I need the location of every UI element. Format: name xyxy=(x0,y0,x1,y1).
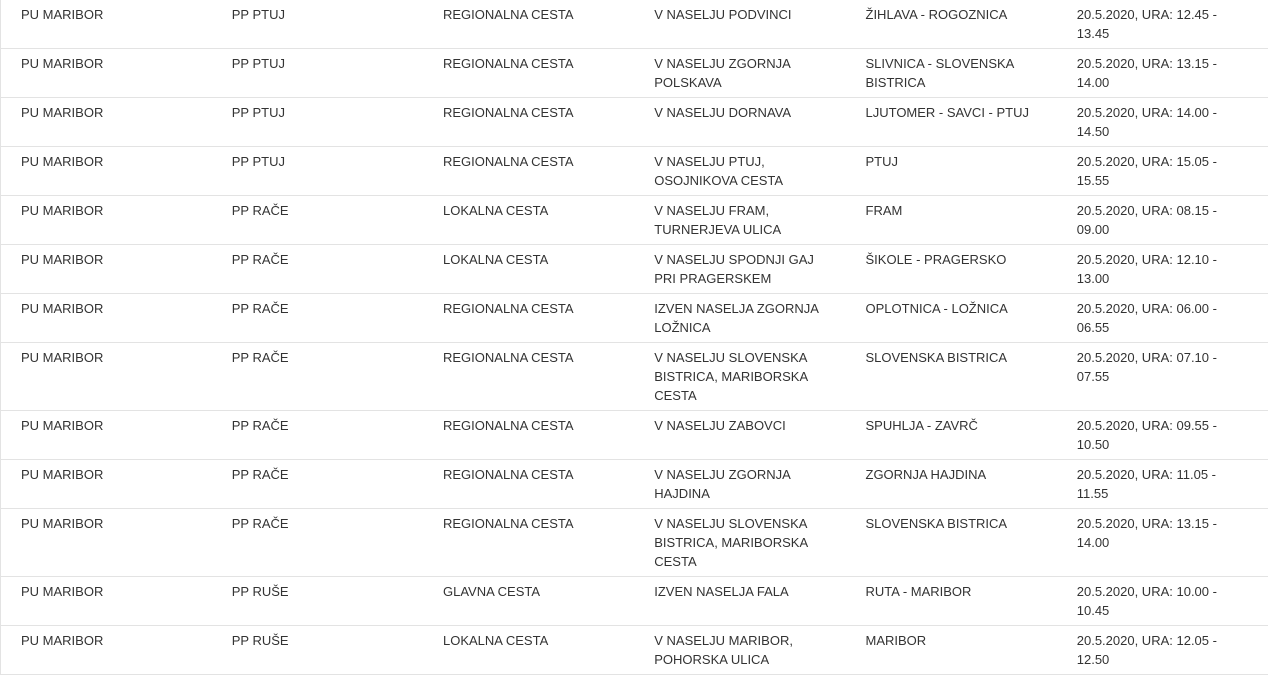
cell-road-type: REGIONALNA CESTA xyxy=(423,0,635,49)
cell-section: ŽIHLAVA - ROGOZNICA xyxy=(845,0,1057,49)
table-row: PU MARIBOR PP PTUJ REGIONALNA CESTA V NASEL… xyxy=(0,146,1268,196)
cell-police-directorate: PU MARIBOR xyxy=(0,576,212,626)
cell-location: V NASELJU PODVINCI xyxy=(634,0,846,49)
cell-police-directorate: PU MARIBOR xyxy=(0,625,212,675)
cell-road-type: REGIONALNA CESTA xyxy=(423,146,635,196)
cell-police-directorate: PU MARIBOR xyxy=(0,244,212,294)
cell-location: V NASELJU MARIBOR, POHORSKA ULICA xyxy=(634,625,846,675)
table-row: PU MARIBOR PP RAČE REGIONALNA CESTA V NASEL… xyxy=(0,342,1268,411)
cell-police-station: PP PTUJ xyxy=(211,97,423,147)
cell-police-station: PP RAČE xyxy=(211,459,423,509)
cell-road-type: LOKALNA CESTA xyxy=(423,244,635,294)
cell-police-station: PP RUŠE xyxy=(211,576,423,626)
cell-location: V NASELJU FRAM, TURNERJEVA ULICA xyxy=(634,195,846,245)
cell-police-directorate: PU MARIBOR xyxy=(0,508,212,577)
table-row: PU MARIBOR PP PTUJ REGIONALNA CESTA V NASEL… xyxy=(0,97,1268,147)
cell-police-directorate: PU MARIBOR xyxy=(0,48,212,98)
cell-date-time: 20.5.2020, URA: 11.05 - 11.55 xyxy=(1056,459,1268,509)
cell-date-time: 20.5.2020, URA: 14.00 - 14.50 xyxy=(1056,97,1268,147)
cell-date-time: 20.5.2020, URA: 10.00 - 10.45 xyxy=(1056,576,1268,626)
cell-road-type: GLAVNA CESTA xyxy=(423,576,635,626)
cell-police-directorate: PU MARIBOR xyxy=(0,410,212,460)
cell-police-station: PP RAČE xyxy=(211,244,423,294)
cell-section: LJUTOMER - SAVCI - PTUJ xyxy=(845,97,1057,147)
cell-section: OPLOTNICA - LOŽNICA xyxy=(845,293,1057,343)
cell-police-station: PP RAČE xyxy=(211,293,423,343)
cell-location: IZVEN NASELJA FALA xyxy=(634,576,846,626)
cell-date-time: 20.5.2020, URA: 12.05 - 12.50 xyxy=(1056,625,1268,675)
cell-location: V NASELJU SLOVENSKA BISTRICA, MARIBORSKA… xyxy=(634,508,846,577)
cell-police-station: PP RAČE xyxy=(211,410,423,460)
cell-location: V NASELJU ZGORNJA POLSKAVA xyxy=(634,48,846,98)
cell-police-station: PP RUŠE xyxy=(211,625,423,675)
cell-section: SLOVENSKA BISTRICA xyxy=(845,342,1057,411)
cell-road-type: LOKALNA CESTA xyxy=(423,625,635,675)
table-row: PU MARIBOR PP RAČE REGIONALNA CESTA IZVEN N… xyxy=(0,293,1268,343)
table-row: PU MARIBOR PP RAČE REGIONALNA CESTA V NASEL… xyxy=(0,459,1268,509)
cell-date-time: 20.5.2020, URA: 12.45 - 13.45 xyxy=(1056,0,1268,49)
cell-date-time: 20.5.2020, URA: 13.15 - 14.00 xyxy=(1056,48,1268,98)
cell-date-time: 20.5.2020, URA: 06.00 - 06.55 xyxy=(1056,293,1268,343)
cell-police-directorate: PU MARIBOR xyxy=(0,342,212,411)
cell-road-type: LOKALNA CESTA xyxy=(423,195,635,245)
cell-section: ZGORNJA HAJDINA xyxy=(845,459,1057,509)
cell-police-station: PP RAČE xyxy=(211,195,423,245)
cell-road-type: REGIONALNA CESTA xyxy=(423,410,635,460)
cell-date-time: 20.5.2020, URA: 07.10 - 07.55 xyxy=(1056,342,1268,411)
cell-road-type: REGIONALNA CESTA xyxy=(423,459,635,509)
cell-section: SLOVENSKA BISTRICA xyxy=(845,508,1057,577)
cell-date-time: 20.5.2020, URA: 09.55 - 10.50 xyxy=(1056,410,1268,460)
cell-police-directorate: PU MARIBOR xyxy=(0,146,212,196)
cell-date-time: 20.5.2020, URA: 13.15 - 14.00 xyxy=(1056,508,1268,577)
table-row: PU MARIBOR PP PTUJ REGIONALNA CESTA V NASEL… xyxy=(0,0,1268,49)
cell-date-time: 20.5.2020, URA: 08.15 - 09.00 xyxy=(1056,195,1268,245)
table-row: PU MARIBOR PP PTUJ REGIONALNA CESTA V NASEL… xyxy=(0,48,1268,98)
cell-location: V NASELJU ZABOVCI xyxy=(634,410,846,460)
cell-location: V NASELJU DORNAVA xyxy=(634,97,846,147)
table-row: PU MARIBOR PP RUŠE LOKALNA CESTA V NASELJU … xyxy=(0,625,1268,675)
cell-section: PTUJ xyxy=(845,146,1057,196)
cell-section: RUTA - MARIBOR xyxy=(845,576,1057,626)
table-row: PU MARIBOR PP RAČE REGIONALNA CESTA V NASEL… xyxy=(0,508,1268,577)
cell-location: V NASELJU SLOVENSKA BISTRICA, MARIBORSKA… xyxy=(634,342,846,411)
cell-location: V NASELJU PTUJ, OSOJNIKOVA CESTA xyxy=(634,146,846,196)
table-row: PU MARIBOR PP RAČE LOKALNA CESTA V NASELJU … xyxy=(0,195,1268,245)
cell-police-station: PP RAČE xyxy=(211,508,423,577)
cell-police-directorate: PU MARIBOR xyxy=(0,97,212,147)
cell-section: MARIBOR xyxy=(845,625,1057,675)
cell-location: IZVEN NASELJA ZGORNJA LOŽNICA xyxy=(634,293,846,343)
cell-road-type: REGIONALNA CESTA xyxy=(423,342,635,411)
cell-section: SPUHLJA - ZAVRČ xyxy=(845,410,1057,460)
cell-police-directorate: PU MARIBOR xyxy=(0,195,212,245)
cell-road-type: REGIONALNA CESTA xyxy=(423,293,635,343)
cell-road-type: REGIONALNA CESTA xyxy=(423,97,635,147)
cell-road-type: REGIONALNA CESTA xyxy=(423,48,635,98)
cell-date-time: 20.5.2020, URA: 12.10 - 13.00 xyxy=(1056,244,1268,294)
cell-police-directorate: PU MARIBOR xyxy=(0,293,212,343)
cell-section: SLIVNICA - SLOVENSKA BISTRICA xyxy=(845,48,1057,98)
table-row: PU MARIBOR PP RAČE REGIONALNA CESTA V NASEL… xyxy=(0,410,1268,460)
table-row: PU MARIBOR PP RUŠE GLAVNA CESTA IZVEN NASEL… xyxy=(0,576,1268,626)
cell-police-directorate: PU MARIBOR xyxy=(0,459,212,509)
cell-police-station: PP RAČE xyxy=(211,342,423,411)
cell-road-type: REGIONALNA CESTA xyxy=(423,508,635,577)
cell-police-directorate: PU MARIBOR xyxy=(0,0,212,49)
cell-police-station: PP PTUJ xyxy=(211,146,423,196)
table-row: PU MARIBOR PP RAČE LOKALNA CESTA V NASELJU … xyxy=(0,244,1268,294)
cell-section: FRAM xyxy=(845,195,1057,245)
cell-section: ŠIKOLE - PRAGERSKO xyxy=(845,244,1057,294)
cell-location: V NASELJU ZGORNJA HAJDINA xyxy=(634,459,846,509)
cell-police-station: PP PTUJ xyxy=(211,48,423,98)
cell-police-station: PP PTUJ xyxy=(211,0,423,49)
cell-date-time: 20.5.2020, URA: 15.05 - 15.55 xyxy=(1056,146,1268,196)
cell-location: V NASELJU SPODNJI GAJ PRI PRAGERSKEM xyxy=(634,244,846,294)
